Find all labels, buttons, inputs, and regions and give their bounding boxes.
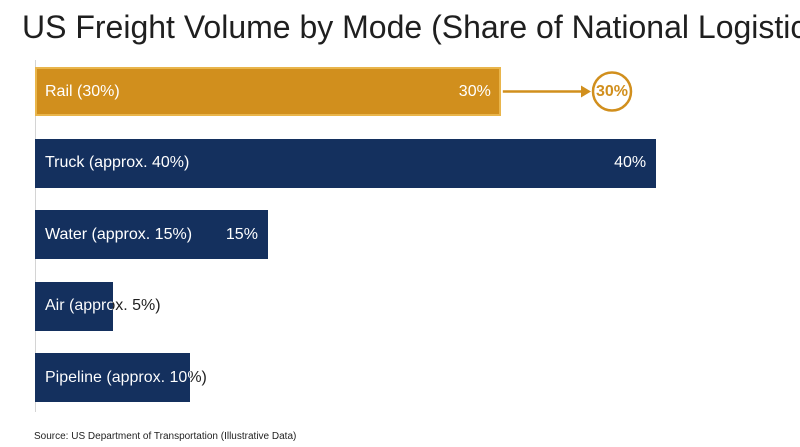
bar-value-2: 15% [225,225,258,243]
bar-4 [35,353,191,402]
bar-2 [35,210,268,259]
callout-value: 30% [595,82,629,100]
callout-arrow-head [581,85,591,98]
bar-3 [35,281,113,331]
bar-label-1: Truck (approx. 40%) [45,154,190,171]
callout-circle [591,71,633,112]
bar-value-0: 30% [458,82,491,100]
bar-label-4: Pipeline (approx. 10%) [45,368,207,386]
bar-label-2: Water (approx. 15%) [45,225,193,243]
chart-title: US Freight Volume by Mode (Share of Nati… [22,9,800,45]
bar-label-0: Rail (30%) [45,82,120,100]
bar-label-3: Air (approx. 5%) [45,297,161,314]
bar-0 [35,67,501,116]
bar-1 [35,138,657,188]
source-note: Source: US Department of Transportation … [34,431,297,442]
bar-value-1: 40% [614,154,647,171]
